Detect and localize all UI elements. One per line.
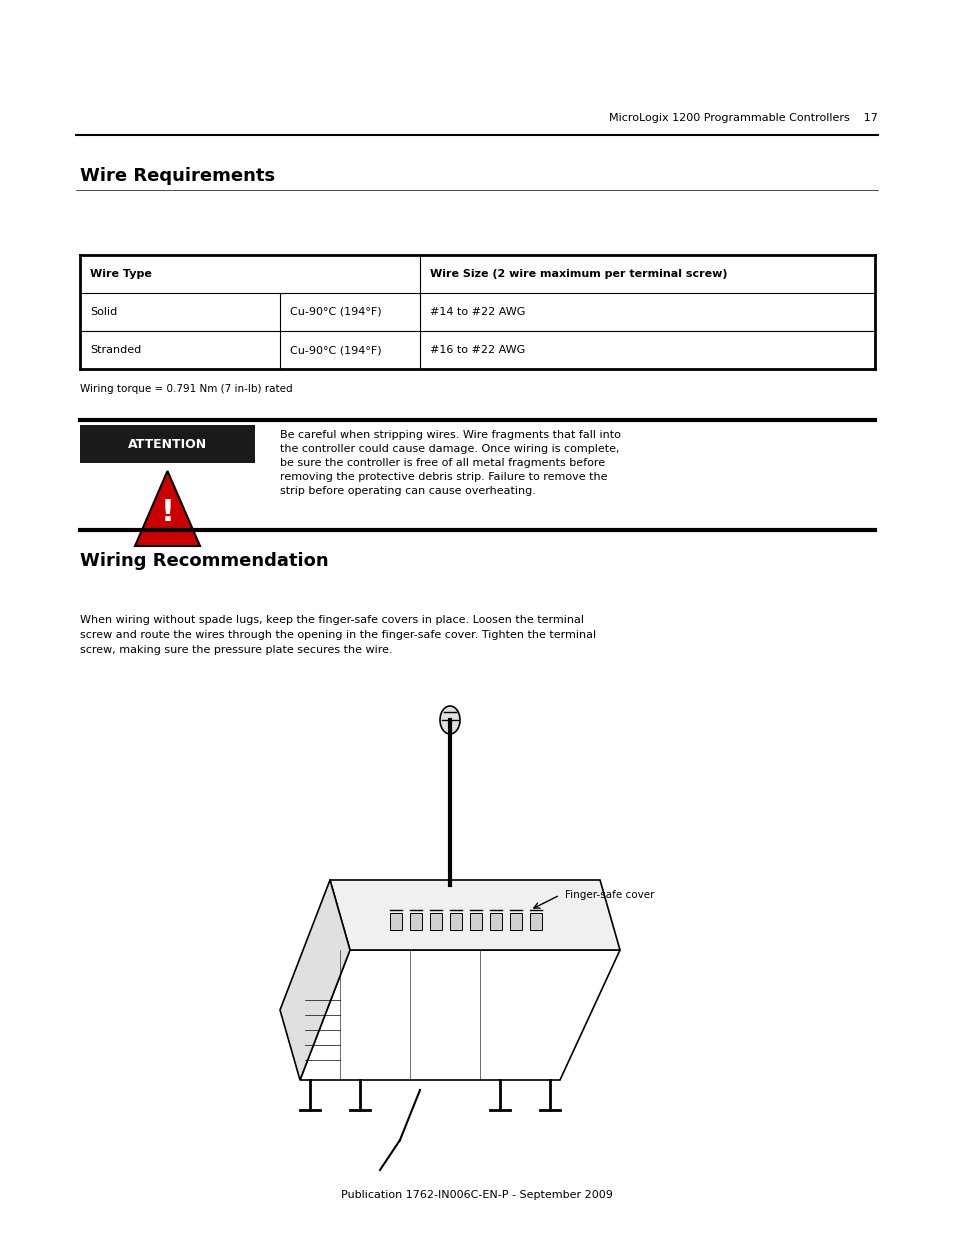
Text: Wire Size (2 wire maximum per terminal screw): Wire Size (2 wire maximum per terminal s… xyxy=(430,269,727,279)
Polygon shape xyxy=(330,881,619,950)
Ellipse shape xyxy=(439,706,459,734)
Text: #16 to #22 AWG: #16 to #22 AWG xyxy=(430,345,525,354)
FancyBboxPatch shape xyxy=(470,913,481,930)
FancyBboxPatch shape xyxy=(390,913,401,930)
FancyBboxPatch shape xyxy=(490,913,501,930)
Text: !: ! xyxy=(160,498,174,527)
Text: Cu-90°C (194°F): Cu-90°C (194°F) xyxy=(290,308,381,317)
Text: Stranded: Stranded xyxy=(90,345,141,354)
FancyBboxPatch shape xyxy=(450,913,461,930)
FancyBboxPatch shape xyxy=(430,913,441,930)
Text: Solid: Solid xyxy=(90,308,117,317)
FancyBboxPatch shape xyxy=(510,913,521,930)
Text: When wiring without spade lugs, keep the finger-safe covers in place. Loosen the: When wiring without spade lugs, keep the… xyxy=(80,615,596,655)
Text: Finger-safe cover: Finger-safe cover xyxy=(564,890,654,900)
Text: Wiring torque = 0.791 Nm (7 in-lb) rated: Wiring torque = 0.791 Nm (7 in-lb) rated xyxy=(80,384,293,394)
Text: Publication 1762-IN006C-EN-P - September 2009: Publication 1762-IN006C-EN-P - September… xyxy=(341,1191,612,1200)
Text: Wiring Recommendation: Wiring Recommendation xyxy=(80,552,328,571)
FancyBboxPatch shape xyxy=(80,425,254,463)
Text: Cu-90°C (194°F): Cu-90°C (194°F) xyxy=(290,345,381,354)
Text: Be careful when stripping wires. Wire fragments that fall into
the controller co: Be careful when stripping wires. Wire fr… xyxy=(280,430,620,496)
Text: MicroLogix 1200 Programmable Controllers    17: MicroLogix 1200 Programmable Controllers… xyxy=(608,112,877,124)
Text: Wire Type: Wire Type xyxy=(90,269,152,279)
Polygon shape xyxy=(280,881,350,1079)
Polygon shape xyxy=(135,471,200,546)
FancyBboxPatch shape xyxy=(530,913,541,930)
Text: ATTENTION: ATTENTION xyxy=(128,437,207,451)
Text: Wire Requirements: Wire Requirements xyxy=(80,167,274,185)
Polygon shape xyxy=(299,950,619,1079)
FancyBboxPatch shape xyxy=(410,913,421,930)
Text: #14 to #22 AWG: #14 to #22 AWG xyxy=(430,308,525,317)
